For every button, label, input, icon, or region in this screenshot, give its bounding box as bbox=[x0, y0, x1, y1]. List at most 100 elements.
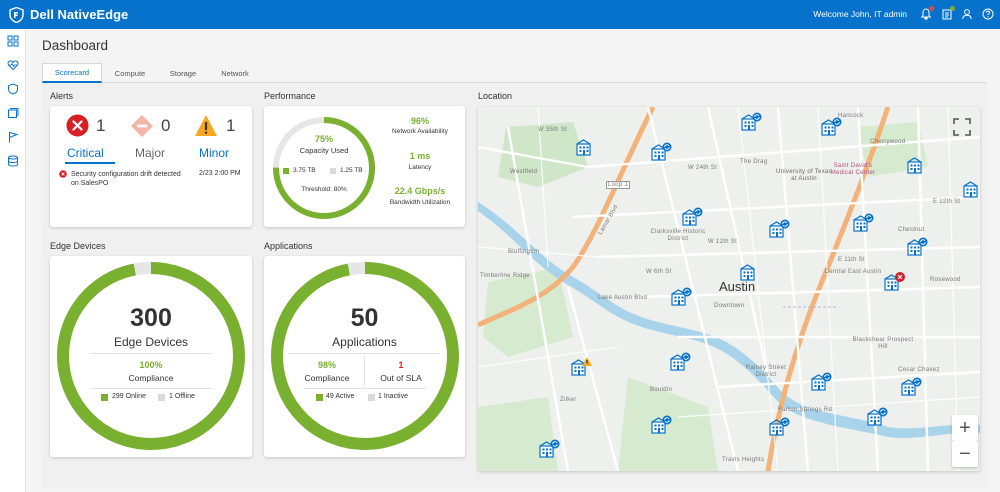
user-icon[interactable] bbox=[960, 7, 974, 21]
device-marker-icon[interactable] bbox=[739, 262, 763, 282]
free-swatch bbox=[330, 168, 336, 174]
device-marker-icon[interactable] bbox=[906, 155, 930, 175]
critical-label[interactable]: Critical bbox=[67, 146, 104, 160]
shield-icon[interactable] bbox=[6, 82, 20, 96]
inactive-count: 1 Inactive bbox=[378, 393, 408, 400]
alerts-card: 1 Critical 0 Major 1 Minor Security conf… bbox=[50, 106, 252, 227]
device-marker-icon[interactable] bbox=[768, 219, 792, 239]
applications-title: Applications bbox=[264, 241, 313, 251]
fullscreen-icon[interactable] bbox=[952, 117, 972, 137]
edge-divider-top bbox=[90, 353, 212, 354]
edge-devices-label: Edge Devices bbox=[113, 335, 189, 349]
edge-devices-card: 300 Edge Devices 100% Compliance 299 Onl… bbox=[50, 256, 252, 457]
device-marker-icon[interactable] bbox=[906, 237, 930, 257]
help-icon[interactable] bbox=[981, 7, 995, 21]
device-marker-icon[interactable] bbox=[650, 415, 674, 435]
device-marker-icon[interactable] bbox=[852, 213, 876, 233]
tab-scorecard[interactable]: Scorecard bbox=[42, 63, 102, 83]
device-marker-icon[interactable] bbox=[900, 377, 924, 397]
performance-card: 75% Capacity Used 3.75 TB 1.25 TB Thresh… bbox=[264, 106, 465, 227]
app-compliance-value: 98% bbox=[317, 360, 336, 370]
location-title: Location bbox=[478, 91, 513, 101]
app-divider-vertical bbox=[364, 356, 365, 386]
database-icon[interactable] bbox=[6, 154, 20, 168]
device-marker-icon[interactable] bbox=[681, 207, 705, 227]
bandwidth-value: 22.4 Gbps/s bbox=[394, 186, 446, 196]
tasks-icon[interactable] bbox=[940, 6, 955, 21]
map-label-timberline: Timberline Ridge bbox=[480, 273, 530, 279]
device-marker-icon[interactable] bbox=[670, 287, 694, 307]
map-label-westfield: Westfield bbox=[510, 169, 538, 175]
tab-storage[interactable]: Storage bbox=[169, 68, 197, 78]
map-label-rainey: Rainey Street District bbox=[745, 365, 787, 378]
out-of-sla-value: 1 bbox=[398, 360, 404, 370]
zoom-out-button[interactable]: − bbox=[952, 441, 978, 467]
notification-badge bbox=[929, 6, 934, 11]
street-lake-austin: Lake Austin Blvd bbox=[598, 295, 648, 301]
map-label-bluffington: Bluffington bbox=[508, 249, 540, 255]
map-label-clarksville: Clarksville Historic District bbox=[650, 229, 706, 242]
zoom-in-button[interactable]: + bbox=[952, 415, 978, 441]
street-w-12th: W 12th St bbox=[708, 239, 738, 245]
map-label-chestnut: Chestnut bbox=[898, 227, 925, 233]
minor-label[interactable]: Minor bbox=[199, 146, 230, 160]
offline-swatch bbox=[158, 394, 165, 401]
network-availability-label: Network Availability bbox=[392, 128, 448, 135]
street-e-11th: E 11th St bbox=[838, 257, 865, 263]
capacity-percent: 75% bbox=[314, 134, 333, 144]
map-label-medical-center: Saint David's Medical Center bbox=[830, 163, 876, 176]
capacity-donut bbox=[273, 117, 375, 219]
minor-icon bbox=[195, 115, 217, 136]
device-marker-icon[interactable] bbox=[538, 439, 562, 459]
welcome-text: Welcome John, IT admin bbox=[813, 9, 907, 19]
page-title: Dashboard bbox=[42, 38, 109, 53]
device-marker-icon[interactable] bbox=[820, 117, 844, 137]
brand[interactable]: Dell NativeEdge bbox=[9, 6, 129, 23]
app-title: Dell NativeEdge bbox=[30, 7, 129, 22]
map-city-label: Austin bbox=[719, 279, 756, 294]
applications-card: 50 Applications 98% Compliance 1 Out of … bbox=[264, 256, 465, 457]
network-availability-value: 96% bbox=[410, 116, 429, 126]
dashboard-icon[interactable] bbox=[6, 34, 20, 48]
edge-devices-title: Edge Devices bbox=[50, 241, 106, 251]
map-label-hancock: Hancock bbox=[838, 113, 864, 119]
map-label-the-drag: The Drag bbox=[740, 159, 768, 165]
major-label[interactable]: Major bbox=[135, 146, 166, 160]
device-marker-icon[interactable] bbox=[740, 112, 764, 132]
latency-label: Latency bbox=[408, 164, 432, 171]
device-marker-icon[interactable] bbox=[570, 357, 594, 377]
device-marker-icon[interactable] bbox=[810, 372, 834, 392]
online-count: 299 Online bbox=[112, 393, 146, 400]
map-label-bouldin: Bouldin bbox=[650, 387, 673, 393]
device-marker-icon[interactable] bbox=[669, 352, 693, 372]
top-bar: Dell NativeEdge Welcome John, IT admin bbox=[0, 0, 1000, 29]
applications-label: Applications bbox=[332, 335, 397, 349]
edge-compliance-value: 100% bbox=[139, 360, 163, 370]
map-label-rosewood: Rosewood bbox=[930, 277, 961, 283]
device-marker-icon[interactable] bbox=[768, 417, 792, 437]
used-value: 3.75 TB bbox=[293, 167, 316, 174]
device-marker-icon[interactable] bbox=[866, 407, 890, 427]
left-nav-rail bbox=[0, 29, 26, 492]
app-compliance-label: Compliance bbox=[304, 373, 350, 383]
device-marker-icon[interactable] bbox=[883, 272, 907, 292]
performance-title: Performance bbox=[264, 91, 316, 101]
device-marker-icon[interactable] bbox=[650, 142, 674, 162]
location-map[interactable]: Westfield Clarksville Historic District … bbox=[478, 107, 980, 471]
flag-icon[interactable] bbox=[6, 130, 20, 144]
device-marker-icon[interactable] bbox=[962, 179, 980, 199]
catalog-icon[interactable] bbox=[6, 106, 20, 120]
tab-network[interactable]: Network bbox=[221, 68, 249, 78]
app-divider-top bbox=[288, 353, 440, 354]
device-marker-icon[interactable] bbox=[575, 137, 599, 157]
bell-icon[interactable] bbox=[919, 6, 934, 21]
map-label-blackshear: Blackshear Prospect Hill bbox=[852, 337, 914, 350]
critical-underline bbox=[65, 162, 115, 164]
map-label-university: University of Texas at Austin bbox=[776, 169, 832, 182]
edge-devices-donut bbox=[57, 262, 245, 450]
heart-monitor-icon[interactable] bbox=[6, 58, 20, 72]
active-swatch bbox=[316, 394, 323, 401]
tab-compute[interactable]: Compute bbox=[114, 68, 146, 78]
street-w-6th: W 6th St bbox=[646, 269, 672, 275]
alert-message[interactable]: Security configuration drift detected on… bbox=[71, 171, 181, 187]
